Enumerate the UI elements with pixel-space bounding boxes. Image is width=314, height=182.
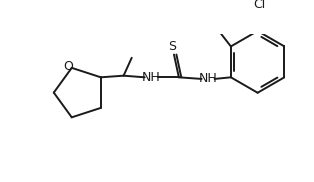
Text: O: O	[63, 60, 73, 73]
Text: NH: NH	[142, 71, 160, 84]
Text: Cl: Cl	[253, 0, 265, 11]
Text: S: S	[168, 40, 176, 53]
Text: NH: NH	[199, 72, 218, 85]
